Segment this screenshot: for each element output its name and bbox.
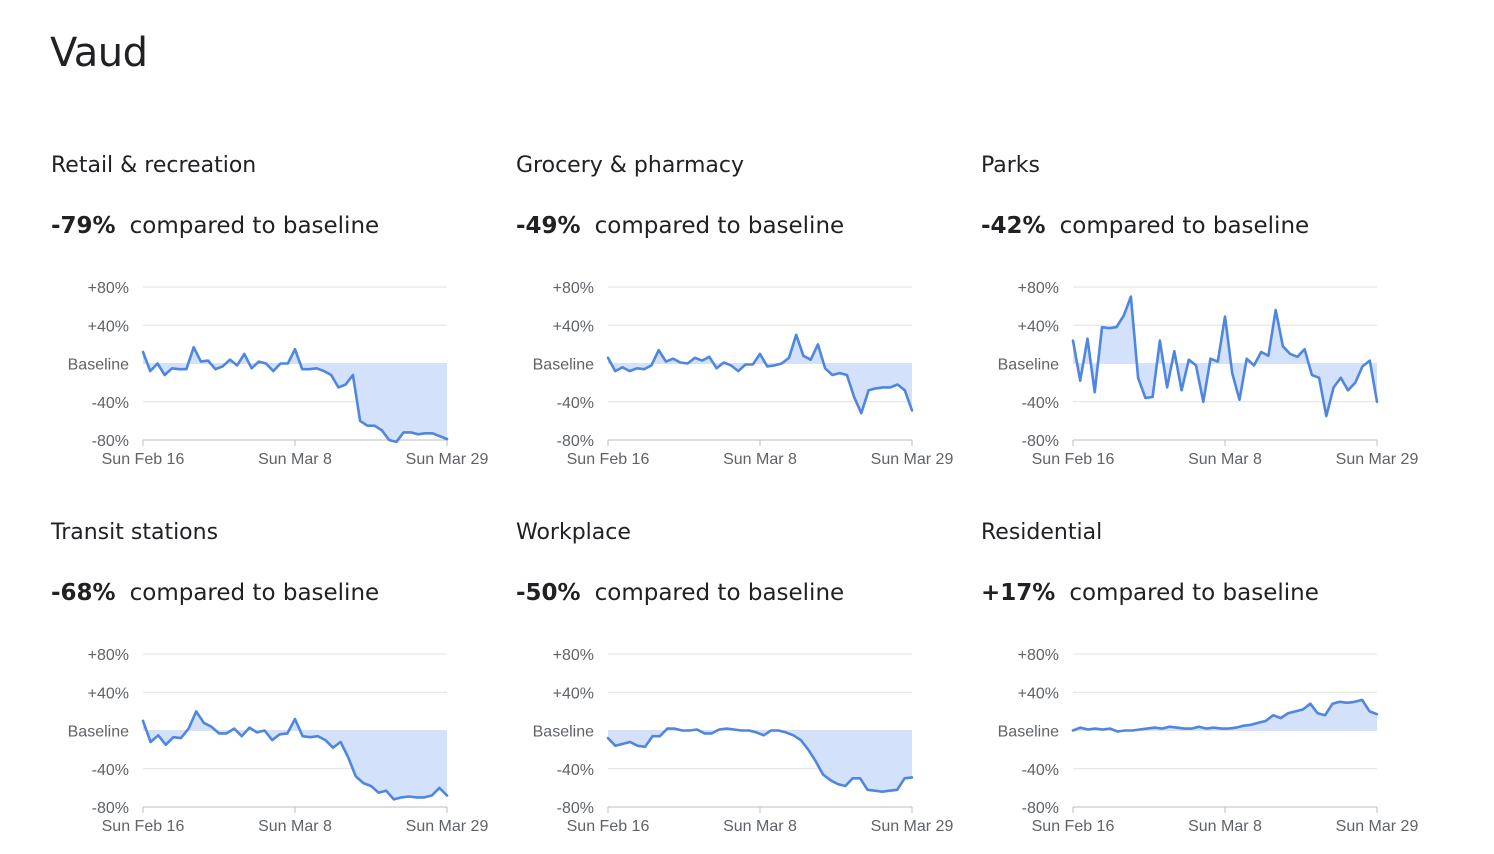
series-fill: [608, 334, 912, 414]
y-tick-label: +40%: [88, 685, 129, 702]
series-line: [1071, 698, 1379, 733]
category-title: Retail & recreation: [51, 153, 257, 178]
x-tick-label: Sun Mar 8: [258, 451, 332, 468]
change-percent: -50%: [516, 580, 581, 606]
series-fill: [1073, 699, 1377, 732]
chart-grocery: +80% +40% Baseline -40% -80%Sun Feb 16 Sun Ma…: [533, 280, 954, 468]
headline: -42% compared to baseline: [981, 213, 1309, 239]
series-fill: [143, 711, 447, 800]
y-tick-label: -80%: [92, 433, 129, 450]
x-tick-label: Sun Mar 8: [1188, 451, 1262, 468]
y-tick-label: +40%: [1018, 318, 1059, 335]
y-tick-label: +80%: [553, 647, 594, 664]
y-tick-label: -80%: [1022, 433, 1059, 450]
category-title: Grocery & pharmacy: [516, 153, 744, 178]
headline: -68% compared to baseline: [51, 580, 379, 606]
headline-suffix: compared to baseline: [594, 580, 845, 606]
y-tick-label: -80%: [1022, 800, 1059, 817]
x-tick-label: Sun Feb 16: [567, 818, 650, 835]
x-tick-label: Sun Mar 8: [723, 451, 797, 468]
y-tick-label: -80%: [557, 433, 594, 450]
x-tick-label: Sun Mar 29: [871, 451, 954, 468]
category-title: Residential: [981, 520, 1103, 545]
y-tick-label: -80%: [92, 800, 129, 817]
x-tick-label: Sun Mar 29: [871, 818, 954, 835]
series-fill: [608, 728, 912, 792]
y-tick-label: +40%: [1018, 685, 1059, 702]
x-tick-label: Sun Feb 16: [1032, 818, 1115, 835]
y-tick-label: +80%: [1018, 280, 1059, 297]
category-title: Workplace: [516, 520, 631, 545]
x-tick-label: Sun Feb 16: [1032, 451, 1115, 468]
x-tick-label: Sun Mar 29: [1336, 818, 1419, 835]
y-tick-label: +80%: [1018, 647, 1059, 664]
headline-suffix: compared to baseline: [1059, 213, 1310, 239]
change-percent: -68%: [51, 580, 116, 606]
x-tick-label: Sun Feb 16: [102, 818, 185, 835]
headline-suffix: compared to baseline: [129, 580, 380, 606]
headline-suffix: compared to baseline: [594, 213, 845, 239]
y-tick-label: -40%: [557, 395, 594, 412]
y-tick-label: -40%: [1022, 395, 1059, 412]
headline: -49% compared to baseline: [516, 213, 844, 239]
y-tick-label: +80%: [553, 280, 594, 297]
x-tick-label: Sun Mar 29: [406, 818, 489, 835]
y-tick-label: -40%: [557, 762, 594, 779]
series-fill: [1073, 296, 1377, 417]
change-percent: -49%: [516, 213, 581, 239]
panel-transit: Transit stations -68% compared to baselin…: [51, 520, 511, 840]
headline: +17% compared to baseline: [981, 580, 1319, 606]
y-tick-label: Baseline: [68, 357, 129, 374]
panel-parks: Parks -42% compared to baseline +80% +40% B…: [981, 153, 1441, 473]
series-fill: [143, 347, 447, 442]
category-title: Parks: [981, 153, 1041, 178]
x-tick-label: Sun Mar 29: [406, 451, 489, 468]
x-tick-label: Sun Feb 16: [567, 451, 650, 468]
x-tick-label: Sun Mar 8: [258, 818, 332, 835]
series-line: [606, 727, 914, 793]
y-tick-label: +80%: [88, 647, 129, 664]
y-tick-label: -40%: [1022, 762, 1059, 779]
change-percent: +17%: [981, 580, 1056, 606]
x-tick-label: Sun Mar 8: [723, 818, 797, 835]
chart-transit: +80% +40% Baseline -40% -80%Sun Feb 16 Sun Ma…: [68, 647, 489, 835]
chart-parks: +80% +40% Baseline -40% -80%Sun Feb 16 Sun Ma…: [998, 280, 1419, 468]
x-tick-label: Sun Mar 29: [1336, 451, 1419, 468]
chart-retail: +80% +40% Baseline -40% -80%Sun Feb 16 Sun Ma…: [68, 280, 489, 468]
chart-residential: +80% +40% Baseline -40% -80%Sun Feb 16 Sun Ma…: [998, 647, 1419, 835]
y-tick-label: +40%: [88, 318, 129, 335]
chart-workplace: +80% +40% Baseline -40% -80%Sun Feb 16 Sun Ma…: [533, 647, 954, 835]
y-tick-label: Baseline: [998, 724, 1059, 741]
y-tick-label: +80%: [88, 280, 129, 297]
category-title: Transit stations: [51, 520, 219, 545]
y-tick-label: +40%: [553, 318, 594, 335]
y-tick-label: Baseline: [533, 357, 594, 374]
y-tick-label: Baseline: [533, 724, 594, 741]
headline-suffix: compared to baseline: [129, 213, 380, 239]
panel-residential: Residential +17% compared to baseline +80…: [981, 520, 1441, 840]
x-tick-label: Sun Mar 8: [1188, 818, 1262, 835]
region-title: Vaud: [50, 30, 148, 76]
y-tick-label: -80%: [557, 800, 594, 817]
change-percent: -79%: [51, 213, 116, 239]
x-tick-label: Sun Feb 16: [102, 451, 185, 468]
headline: -79% compared to baseline: [51, 213, 379, 239]
panel-grocery: Grocery & pharmacy -49% compared to basel…: [516, 153, 976, 473]
y-tick-label: Baseline: [998, 357, 1059, 374]
change-percent: -42%: [981, 213, 1046, 239]
y-tick-label: -40%: [92, 395, 129, 412]
y-tick-label: Baseline: [68, 724, 129, 741]
y-tick-label: -40%: [92, 762, 129, 779]
panel-retail: Retail & recreation -79% compared to base…: [51, 153, 511, 473]
y-tick-label: +40%: [553, 685, 594, 702]
headline-suffix: compared to baseline: [1069, 580, 1319, 606]
headline: -50% compared to baseline: [516, 580, 844, 606]
panel-workplace: Workplace -50% compared to baseline +80% +…: [516, 520, 976, 840]
